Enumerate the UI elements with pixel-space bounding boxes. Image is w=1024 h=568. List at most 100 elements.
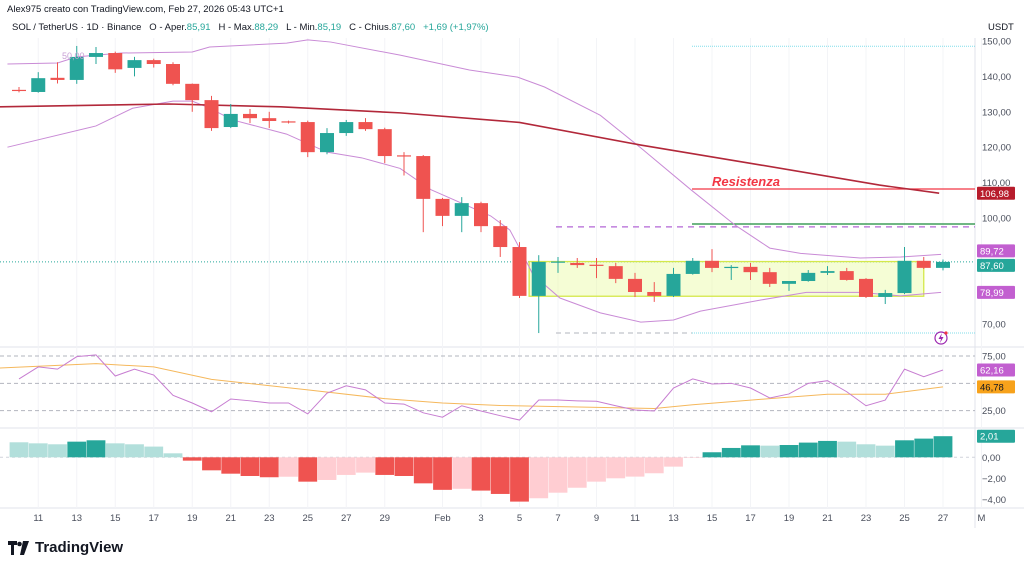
candle[interactable] <box>685 258 700 275</box>
candle[interactable] <box>127 56 142 77</box>
time-tick-label: 9 <box>594 513 599 524</box>
candle[interactable] <box>223 104 238 129</box>
candle-body <box>300 122 315 153</box>
candle[interactable] <box>493 220 508 257</box>
candle[interactable] <box>243 108 257 124</box>
candle-body <box>820 271 835 273</box>
candle[interactable] <box>89 47 103 65</box>
time-tick-label: 19 <box>187 513 198 524</box>
candle-body <box>628 278 642 292</box>
candle-body <box>12 89 26 92</box>
macd-histogram-bar <box>741 445 760 458</box>
candle[interactable] <box>12 87 26 93</box>
candle[interactable] <box>339 119 354 136</box>
macd-histogram-bar <box>336 457 356 475</box>
price-tick-label: 120,00 <box>982 143 1011 154</box>
candle[interactable] <box>185 83 200 112</box>
macd-histogram-bar <box>317 457 337 480</box>
time-tick-label: 25 <box>899 513 910 524</box>
macd-histogram-bar <box>356 457 375 473</box>
macd-histogram-bar <box>240 457 260 476</box>
candle[interactable] <box>608 262 623 284</box>
candle-body <box>166 64 180 84</box>
candle[interactable] <box>416 154 431 233</box>
rsi-ma-line[interactable] <box>0 363 944 409</box>
candle-body <box>50 77 65 80</box>
candle-body <box>647 291 662 296</box>
macd-histogram-bar <box>760 445 780 458</box>
macd-histogram-bar <box>125 444 144 458</box>
candle[interactable] <box>897 247 912 295</box>
candle[interactable] <box>916 256 931 269</box>
candle[interactable] <box>724 265 739 280</box>
candle[interactable] <box>69 45 84 84</box>
time-tick-label: 15 <box>707 513 718 524</box>
candle[interactable] <box>262 111 277 129</box>
time-tick-label: 21 <box>822 513 833 524</box>
time-tick-label: 3 <box>478 513 483 524</box>
candle[interactable] <box>474 201 488 233</box>
candle[interactable] <box>397 152 411 176</box>
moving-average-line[interactable] <box>0 103 940 195</box>
candle[interactable] <box>762 267 777 288</box>
candle[interactable] <box>204 95 219 131</box>
candle[interactable] <box>300 120 315 158</box>
candle[interactable] <box>589 258 604 279</box>
candle-body <box>878 293 893 297</box>
candle[interactable] <box>166 62 180 86</box>
candle[interactable] <box>551 256 565 273</box>
bollinger-upper-band[interactable] <box>7 39 942 259</box>
candle[interactable] <box>146 58 161 68</box>
candle[interactable] <box>108 51 123 73</box>
candle[interactable] <box>320 128 334 155</box>
macd-badge-bg <box>977 429 1015 443</box>
symbol-name[interactable]: SOL / TetherUS · 1D · Binance <box>12 22 142 33</box>
candle[interactable] <box>435 197 450 227</box>
candle[interactable] <box>839 267 854 281</box>
candle[interactable] <box>801 270 816 282</box>
rsi-line[interactable] <box>18 354 944 421</box>
candle[interactable] <box>358 118 373 131</box>
candle[interactable] <box>454 197 469 233</box>
time-tick-label: 19 <box>784 513 795 524</box>
time-tick-label: 13 <box>71 513 82 524</box>
candle-body <box>377 129 392 157</box>
macd-histogram-bar <box>221 457 241 474</box>
candle[interactable] <box>31 72 46 93</box>
candle[interactable] <box>377 127 392 164</box>
candle[interactable] <box>512 242 527 299</box>
macd-tick-label: −4,00 <box>982 495 1006 506</box>
candle[interactable] <box>936 259 950 271</box>
macd-histogram-bar <box>86 440 106 458</box>
candle[interactable] <box>281 120 296 124</box>
fib-level-label: 50,00 <box>62 51 85 61</box>
candle[interactable] <box>531 255 546 334</box>
price-badge-bg <box>977 258 1015 272</box>
candle[interactable] <box>570 258 585 268</box>
rsi-tick-label: 25,00 <box>982 406 1006 417</box>
close-value: 87,60 <box>391 22 416 33</box>
candle[interactable] <box>820 266 835 275</box>
lightning-alert-icon[interactable] <box>934 331 948 345</box>
macd-badge: 2,01 <box>980 432 999 443</box>
candle[interactable] <box>50 62 65 84</box>
candle[interactable] <box>628 272 642 297</box>
candle-body <box>89 53 103 57</box>
candle-body <box>666 273 681 296</box>
candle[interactable] <box>782 281 796 291</box>
time-tick-label: Feb <box>434 513 450 524</box>
candle[interactable] <box>878 289 893 305</box>
candle[interactable] <box>647 282 662 302</box>
candle[interactable] <box>705 249 719 273</box>
tradingview-logo[interactable]: TradingView <box>8 539 123 556</box>
candle-body <box>685 260 700 274</box>
candle-body <box>743 266 758 273</box>
candle[interactable] <box>666 267 681 297</box>
candle[interactable] <box>743 262 758 280</box>
candle-body <box>705 260 719 268</box>
candle[interactable] <box>859 278 873 299</box>
macd-histogram-bar <box>683 457 703 458</box>
price-tick-label: 70,00 <box>982 320 1006 331</box>
resistance-annotation: Resistenza <box>712 174 780 189</box>
